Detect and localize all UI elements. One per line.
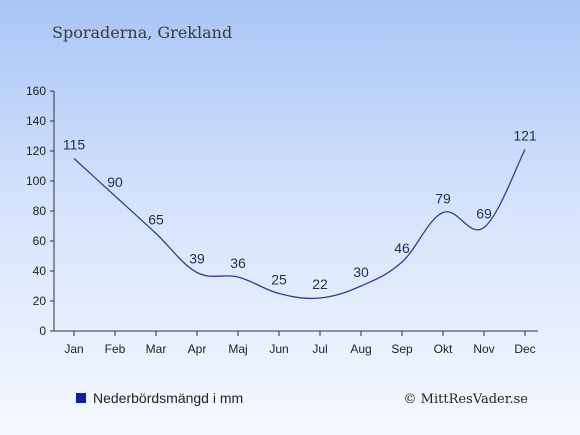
x-tick-label: Dec (514, 342, 535, 356)
y-tick-label: 0 (39, 324, 46, 338)
legend-label: Nederbördsmängd i mm (93, 390, 243, 406)
x-tick-label: Apr (188, 342, 207, 356)
x-tick-label: Nov (473, 342, 494, 356)
x-tick-label: Jun (269, 342, 288, 356)
data-label: 121 (513, 128, 537, 144)
data-label: 69 (476, 206, 492, 222)
data-labels: 115 90 65 39 36 25 22 30 46 79 69 121 (63, 128, 537, 293)
x-ticks: Jan Feb Mar Apr Maj Jun Jul Aug Sep Okt Nov Dec (64, 331, 536, 356)
x-tick-label: Jan (64, 342, 83, 356)
data-label: 39 (189, 251, 205, 267)
chart-title: Sporaderna, Grekland (52, 23, 232, 42)
series-line-precipitation (73, 149, 526, 300)
x-tick-label: Feb (105, 342, 126, 356)
x-tick-label: Okt (434, 342, 453, 356)
credit-text[interactable]: © MittResVader.se (404, 392, 529, 407)
data-label: 36 (230, 255, 246, 271)
data-label: 79 (435, 191, 451, 207)
x-tick-label: Maj (228, 342, 247, 356)
y-tick-label: 160 (26, 84, 46, 98)
data-label: 46 (394, 240, 410, 256)
y-tick-label: 20 (33, 294, 47, 308)
data-label: 115 (63, 137, 86, 153)
y-tick-label: 60 (33, 234, 47, 248)
data-label: 30 (353, 264, 369, 280)
y-tick-label: 120 (26, 144, 46, 158)
x-tick-label: Mar (146, 342, 167, 356)
y-tick-label: 40 (33, 264, 47, 278)
data-label: 65 (148, 212, 164, 228)
y-tick-label: 140 (26, 114, 46, 128)
data-label: 90 (107, 174, 123, 190)
y-tick-label: 100 (26, 174, 46, 188)
data-label: 22 (312, 276, 328, 292)
legend-marker (76, 393, 86, 403)
data-label: 25 (271, 272, 287, 288)
y-tick-label: 80 (33, 204, 47, 218)
x-tick-label: Aug (350, 342, 371, 356)
x-tick-label: Jul (312, 342, 327, 356)
y-ticks: 0 20 40 60 80 100 120 140 160 (26, 84, 54, 338)
x-tick-label: Sep (391, 342, 413, 356)
